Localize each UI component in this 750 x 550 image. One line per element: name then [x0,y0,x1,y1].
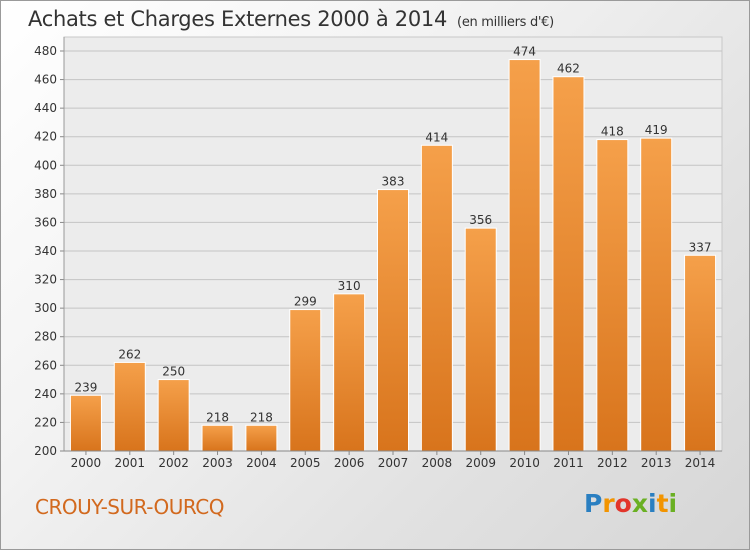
bar [245,424,278,452]
y-tick-label: 400 [34,158,57,172]
y-tick-label: 320 [34,273,57,287]
commune-name: CROUY-SUR-OURCQ [35,495,224,519]
title-text: Achats et Charges Externes 2000 à 2014 [28,7,448,31]
y-tick-label: 260 [34,358,57,372]
y-tick-label: 200 [34,444,57,458]
x-tick-label: 2011 [553,456,584,470]
bar [552,76,585,452]
x-tick-label: 2000 [71,456,102,470]
x-tick-label: 2006 [334,456,365,470]
bar [113,361,146,452]
value-label: 383 [382,175,405,189]
value-label: 218 [206,410,229,424]
x-tick-label: 2010 [509,456,540,470]
y-tick-label: 340 [34,244,57,258]
x-tick-label: 2009 [465,456,496,470]
y-tick-label: 420 [34,130,57,144]
bar [377,189,409,452]
logo-letter: P [584,489,603,518]
y-tick-label: 240 [34,387,57,401]
bar [684,254,717,452]
bar [69,394,102,452]
bar [420,144,453,452]
y-tick-label: 360 [34,215,57,229]
x-axis: 2000 2001 2002 2003 2004 2005 2006 2007 2008 2009… [64,450,722,470]
value-label: 414 [425,130,448,144]
y-tick-label: 460 [34,73,57,87]
x-tick-label: 2003 [202,456,233,470]
bar [596,139,629,452]
value-label: 239 [74,380,97,394]
x-tick-label: 2008 [422,456,453,470]
value-label: 418 [601,125,624,139]
bar [464,227,497,452]
x-tick-label: 2013 [641,456,672,470]
x-tick-label: 2014 [685,456,716,470]
value-label: 250 [162,365,185,379]
value-label: 310 [338,279,361,293]
chart-subtitle: (en milliers d'€) [457,15,554,30]
x-tick-label: 2002 [158,456,189,470]
bar [289,309,322,452]
value-label: 262 [118,347,141,361]
x-tick-label: 2001 [115,456,146,470]
value-label: 299 [294,295,317,309]
logo-letter: o [614,489,632,518]
y-tick-label: 220 [34,415,57,429]
y-tick-label: 300 [34,301,57,315]
x-tick-label: 2004 [246,456,277,470]
value-label: 218 [250,410,273,424]
bar [333,293,366,452]
logo-letter: x [631,489,648,518]
y-tick-label: 280 [34,330,57,344]
value-label: 419 [645,123,668,137]
chart-title: Achats et Charges Externes 2000 à 2014 (e… [28,7,554,31]
y-tick-label: 440 [34,101,57,115]
value-label: 356 [469,213,492,227]
bar [640,137,673,452]
value-label: 462 [557,62,580,76]
bar [201,424,234,452]
y-tick-label: 480 [34,44,57,58]
x-tick-label: 2012 [597,456,628,470]
x-tick-label: 2007 [378,456,409,470]
y-tick-label: 380 [34,187,57,201]
logo-letter: r [602,489,615,518]
bar [157,379,190,452]
value-label: 337 [689,240,712,254]
proxiti-logo: Proxiti [584,489,677,518]
value-label: 474 [513,45,536,59]
bar [508,59,541,452]
logo-letter: t [656,489,669,518]
bars: 239 262 250 218 218 299 310 383 414 356 474 462 418 4… [69,45,717,452]
logo-letter: i [668,489,678,518]
logo-letter: i [648,489,657,518]
x-tick-label: 2005 [290,456,321,470]
y-axis: 200 220 240 260 280 300 320 340 360 380 400 420 440 4… [34,37,65,458]
